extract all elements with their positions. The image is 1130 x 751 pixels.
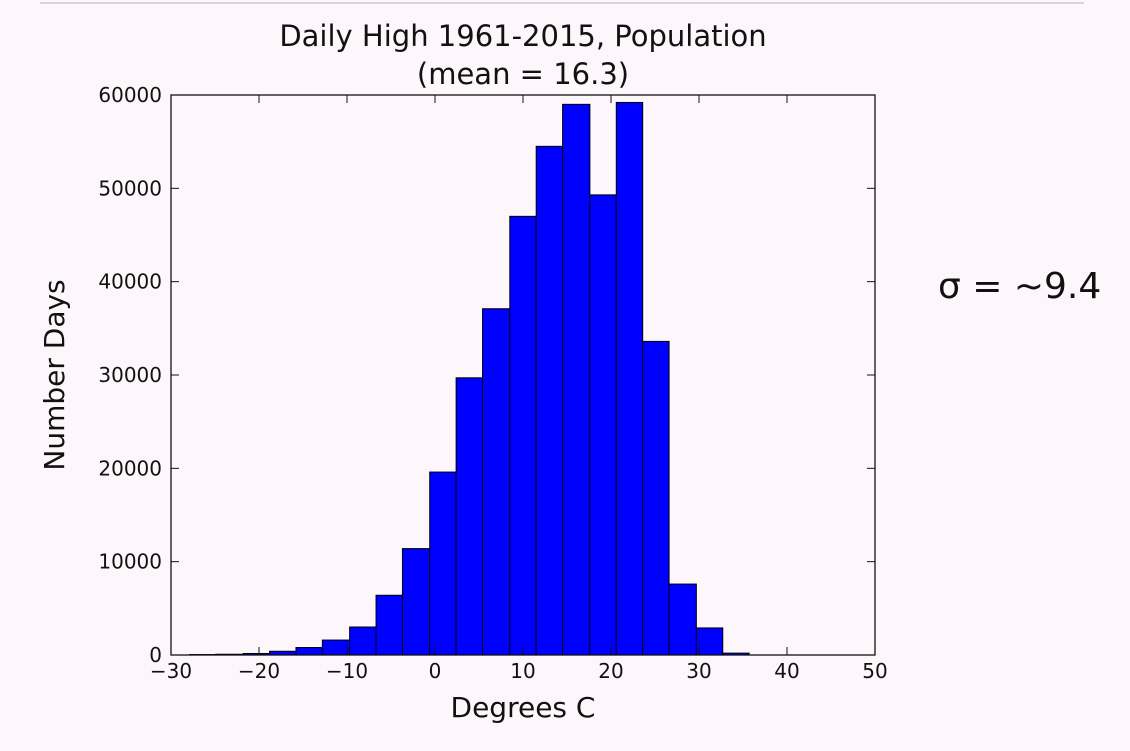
- y-tick-label: 20000: [98, 456, 162, 480]
- histogram-bar: [429, 471, 457, 656]
- y-axis-label: Number Days: [38, 279, 71, 470]
- y-axis-ticks: 0 10000 20000 30000 40000 50000 60000: [98, 83, 875, 667]
- histogram-bar: [615, 101, 644, 656]
- y-tick-label: 0: [149, 643, 162, 667]
- chart-subtitle: (mean = 16.3): [417, 57, 629, 91]
- histogram-bar: [455, 377, 484, 656]
- histogram-bar: [695, 627, 724, 656]
- x-tick-label: 50: [862, 659, 887, 683]
- histogram-bar: [321, 639, 351, 656]
- x-tick-label: 40: [774, 659, 799, 683]
- x-tick-label: 20: [598, 659, 623, 683]
- histogram-bar: [642, 340, 670, 656]
- histogram-bar: [375, 594, 403, 656]
- x-axis-ticks: −30 −20 −10 0 10 20 30 40 50: [150, 95, 888, 683]
- sigma-annotation: σ = ~9.4: [938, 266, 1102, 307]
- x-tick-label: −10: [326, 659, 368, 683]
- x-tick-label: 10: [510, 659, 535, 683]
- x-tick-label: 30: [686, 659, 711, 683]
- y-tick-label: 60000: [98, 83, 162, 107]
- y-tick-label: 10000: [98, 550, 162, 574]
- top-divider: [40, 2, 1084, 4]
- x-tick-label: −30: [150, 659, 192, 683]
- x-tick-label: 0: [429, 659, 442, 683]
- histogram-bar: [668, 583, 697, 656]
- bars-group: [188, 101, 750, 656]
- histogram-bar: [589, 194, 617, 656]
- histogram-bar: [295, 647, 323, 656]
- histogram-bar: [482, 308, 511, 656]
- histogram-bar: [509, 215, 537, 656]
- histogram-bar: [401, 548, 431, 656]
- y-tick-label: 50000: [98, 176, 162, 200]
- chart-title: Daily High 1961-2015, Population: [279, 19, 766, 53]
- x-tick-label: −20: [238, 659, 280, 683]
- x-axis-label: Degrees C: [451, 691, 596, 724]
- histogram-bar: [349, 626, 377, 656]
- histogram-bar: [562, 103, 591, 656]
- y-tick-label: 30000: [98, 363, 162, 387]
- histogram-bar: [535, 145, 564, 656]
- y-tick-label: 40000: [98, 270, 162, 294]
